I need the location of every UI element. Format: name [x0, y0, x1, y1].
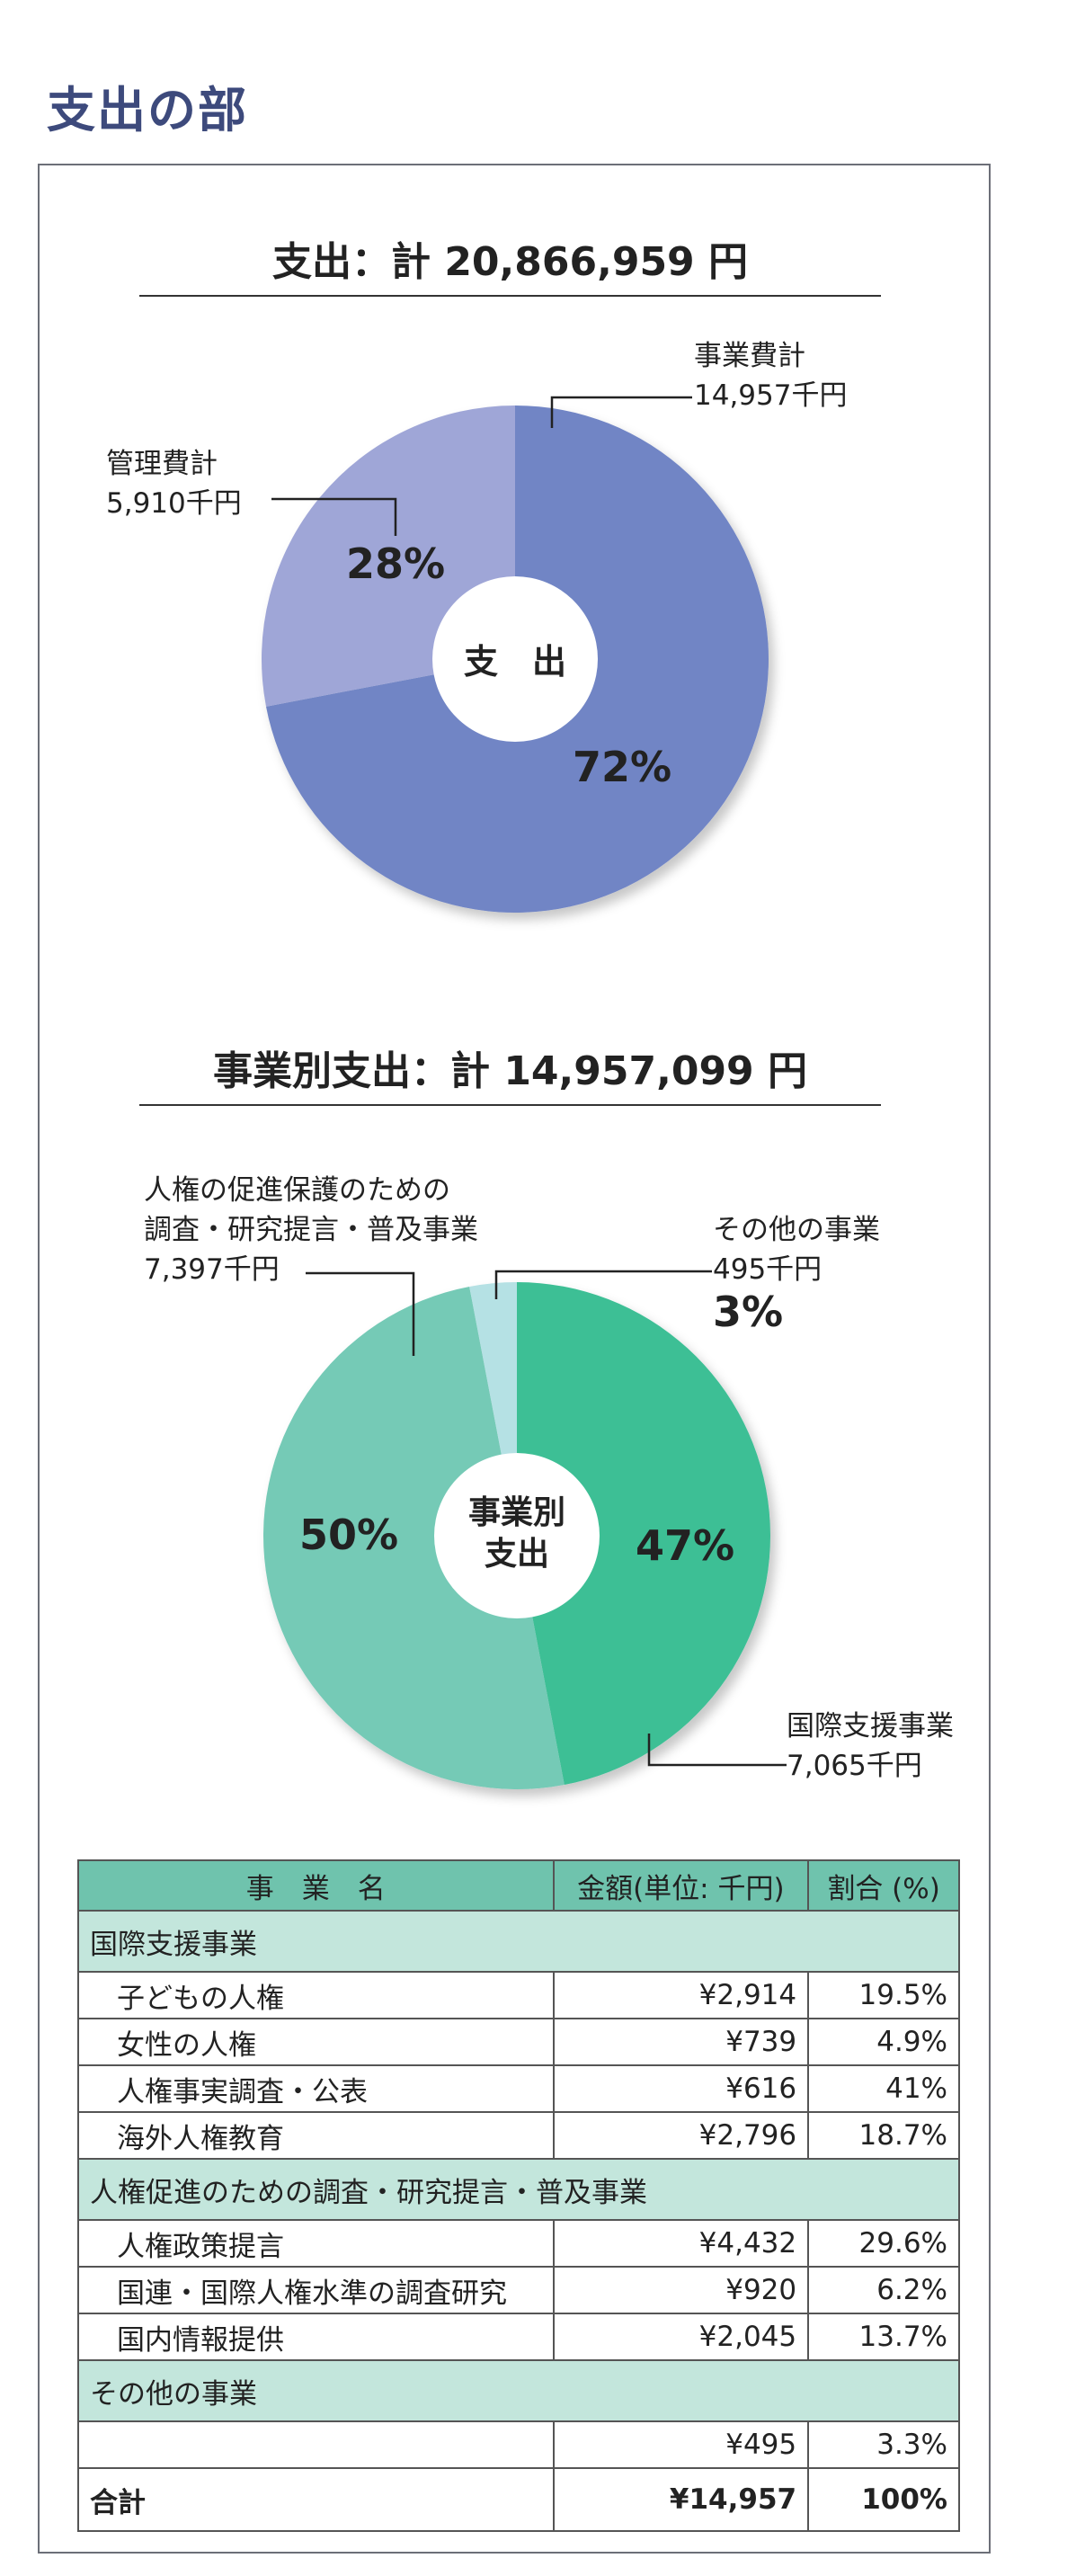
row-ratio: 29.6% [807, 2219, 960, 2268]
intl-support-label: 国際支援事業 7,065千円 [787, 1707, 954, 1786]
table-row: 人権政策提言 ¥4,432 29.6% [77, 2219, 960, 2268]
project-costs-amount: 14,957千円 [694, 379, 848, 412]
project-pie-slice-0 [517, 1282, 771, 1786]
total-ratio: 100% [807, 2467, 960, 2532]
row-name: 国連・国際人権水準の調査研究 [77, 2266, 555, 2314]
row-name: 子どもの人権 [77, 1971, 555, 2019]
row-amount: ¥920 [552, 2266, 810, 2314]
expense-title-rule [139, 295, 881, 297]
project-costs-label: 事業費計 14,957千円 [694, 336, 847, 415]
leader-line-admin-costs [271, 497, 397, 536]
project-costs-name: 事業費計 [694, 340, 805, 372]
admin-costs-name: 管理費計 [106, 448, 218, 480]
leader-line-human-rights [306, 1271, 415, 1356]
other-label: その他の事業 495千円 [713, 1210, 880, 1289]
human-rights-name-line-2: 調査・研究提言・普及事業 [144, 1214, 478, 1246]
other-amount: 495千円 [713, 1253, 823, 1286]
row-name [77, 2420, 555, 2469]
category-label: その他の事業 [77, 2359, 960, 2422]
header-project-name: 事 業 名 [77, 1859, 555, 1912]
intl-support-name: 国際支援事業 [787, 1710, 954, 1743]
row-ratio: 18.7% [807, 2111, 960, 2160]
table-row: 子どもの人権 ¥2,914 19.5% [77, 1971, 960, 2019]
table-header-row: 事 業 名 金額(単位: 千円) 割合 (%) [77, 1859, 960, 1912]
project-chart-title: 事業別支出：計 14,957,099 円 [213, 1048, 807, 1094]
row-name: 人権政策提言 [77, 2219, 555, 2268]
row-amount: ¥2,045 [552, 2313, 810, 2361]
category-row: 国際支援事業 [77, 1910, 960, 1973]
table-row: 国内情報提供 ¥2,045 13.7% [77, 2313, 960, 2361]
row-name: 女性の人権 [77, 2018, 555, 2066]
project-pie-hole [434, 1453, 600, 1618]
expense-pie-hole [432, 576, 598, 742]
row-name: 国内情報提供 [77, 2313, 555, 2361]
row-ratio: 6.2% [807, 2266, 960, 2314]
other-pct: 3% [713, 1288, 784, 1336]
table-row: 人権事実調査・公表 ¥616 41% [77, 2064, 960, 2113]
leader-line-project-costs [550, 396, 692, 428]
table-row: 女性の人権 ¥739 4.9% [77, 2018, 960, 2066]
total-amount: ¥14,957 [552, 2467, 810, 2532]
total-label: 合計 [77, 2467, 555, 2532]
row-amount: ¥495 [552, 2420, 810, 2469]
total-row: 合計 ¥14,957 100% [77, 2467, 960, 2532]
row-ratio: 3.3% [807, 2420, 960, 2469]
admin-costs-pct: 28% [346, 539, 446, 588]
row-amount: ¥2,796 [552, 2111, 810, 2160]
header-amount: 金額(単位: 千円) [552, 1859, 810, 1912]
row-ratio: 41% [807, 2064, 960, 2113]
category-label: 国際支援事業 [77, 1910, 960, 1973]
category-row: その他の事業 [77, 2359, 960, 2422]
project-costs-pct: 72% [573, 743, 672, 791]
pie-charts-svg [262, 396, 787, 1789]
category-row: 人権促進のための調査・研究提言・普及事業 [77, 2158, 960, 2221]
leader-line-other [494, 1270, 712, 1299]
other-name: その他の事業 [713, 1214, 880, 1246]
project-title-rule [139, 1104, 881, 1106]
admin-costs-amount: 5,910千円 [106, 487, 242, 520]
table-row: 海外人権教育 ¥2,796 18.7% [77, 2111, 960, 2160]
table-row: 国連・国際人権水準の調査研究 ¥920 6.2% [77, 2266, 960, 2314]
table-row: ¥495 3.3% [77, 2420, 960, 2469]
row-name: 海外人権教育 [77, 2111, 555, 2160]
expense-chart-title: 支出：計 20,866,959 円 [272, 239, 748, 285]
human-rights-label: 人権の促進保護のための 調査・研究提言・普及事業 7,397千円 [144, 1171, 478, 1289]
section-title: 支出の部 [47, 82, 248, 138]
project-center-label: 事業別 支出 [454, 1493, 580, 1575]
category-label: 人権促進のための調査・研究提言・普及事業 [77, 2158, 960, 2221]
human-rights-amount: 7,397千円 [144, 1253, 280, 1286]
human-rights-pct: 50% [299, 1511, 399, 1559]
row-ratio: 4.9% [807, 2018, 960, 2066]
row-amount: ¥616 [552, 2064, 810, 2113]
intl-support-pct: 47% [636, 1521, 735, 1570]
chart-frame [38, 164, 991, 2554]
project-center-line-1: 事業別 [467, 1494, 565, 1531]
project-center-line-2: 支出 [484, 1536, 549, 1573]
project-pie-slice-1 [263, 1286, 565, 1789]
row-name: 人権事実調査・公表 [77, 2064, 555, 2113]
expense-center-label: 支 出 [463, 642, 566, 682]
leader-line-intl-support [647, 1734, 787, 1767]
admin-costs-label: 管理費計 5,910千円 [106, 444, 242, 523]
row-amount: ¥4,432 [552, 2219, 810, 2268]
project-expense-table: 事 業 名 金額(単位: 千円) 割合 (%) 国際支援事業 子どもの人権 ¥2,… [77, 1859, 960, 2532]
row-amount: ¥739 [552, 2018, 810, 2066]
header-ratio: 割合 (%) [807, 1859, 960, 1912]
row-amount: ¥2,914 [552, 1971, 810, 2019]
human-rights-name-line-1: 人権の促進保護のための [144, 1174, 450, 1207]
row-ratio: 13.7% [807, 2313, 960, 2361]
intl-support-amount: 7,065千円 [787, 1750, 922, 1782]
row-ratio: 19.5% [807, 1971, 960, 2019]
